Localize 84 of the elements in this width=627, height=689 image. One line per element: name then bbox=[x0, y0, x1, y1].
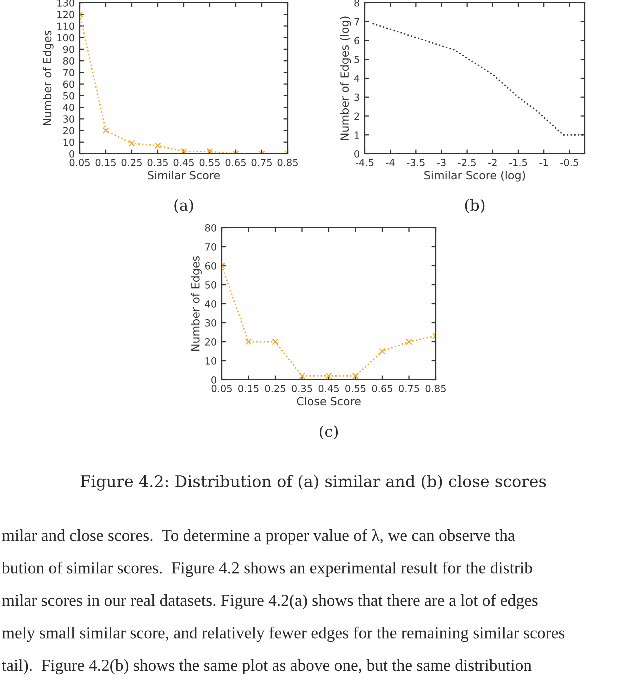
point bbox=[406, 338, 413, 346]
point bbox=[352, 372, 360, 380]
x-axis-title: Close Score bbox=[297, 397, 361, 406]
x-tick-label: -4.5 bbox=[356, 159, 374, 166]
y-tick-label: 20 bbox=[205, 338, 216, 346]
y-tick-label: 40 bbox=[205, 300, 216, 308]
y-tick-label: 50 bbox=[64, 92, 74, 100]
x-tick-label: -1.5 bbox=[509, 159, 528, 166]
x-tick-label: 0.05 bbox=[212, 385, 232, 392]
x-axis-title: Similar Score bbox=[148, 171, 220, 180]
y-axis-title: Number of Edges bbox=[43, 30, 54, 126]
y-tick-label: 30 bbox=[64, 116, 74, 123]
x-tick-label: 0.85 bbox=[426, 385, 446, 392]
x-tick-label: -2.5 bbox=[458, 159, 476, 166]
caption: Figure 4.2: Distribution of (a) similar and (b) close scores bbox=[80, 475, 546, 491]
x-tick-label: 0.35 bbox=[148, 159, 168, 166]
text: tail). Figure 4.2(b) shows the same plot as above one, but the same distribution bbox=[2, 659, 532, 675]
x-tick-label: 0.65 bbox=[372, 385, 392, 392]
point bbox=[272, 338, 279, 346]
y-tick-label: 90 bbox=[63, 46, 74, 54]
point bbox=[128, 140, 136, 147]
x-tick-label: -3 bbox=[437, 159, 446, 166]
text: (b) bbox=[465, 199, 485, 214]
text: (a) bbox=[174, 199, 194, 214]
point bbox=[298, 372, 306, 380]
x-tick-label: 0.45 bbox=[174, 159, 194, 166]
y-tick-label: 10 bbox=[64, 138, 74, 146]
y-tick-label: 7 bbox=[354, 18, 360, 26]
text: (c) bbox=[320, 426, 338, 440]
x-tick-label: 0.75 bbox=[399, 385, 420, 392]
point bbox=[206, 148, 214, 154]
x-tick-label: 0.85 bbox=[278, 159, 298, 166]
y-tick-label: 5 bbox=[354, 56, 360, 64]
x-tick-label: 0.55 bbox=[200, 159, 220, 166]
y-tick-label: 10 bbox=[206, 357, 216, 365]
y-tick-label: 3 bbox=[354, 94, 360, 102]
x-tick-label: -0.5 bbox=[560, 159, 578, 166]
x-tick-label: 0.25 bbox=[122, 159, 142, 166]
x-tick-label: 0.35 bbox=[292, 385, 312, 392]
text: bution of similar scores. Figure 4.2 shows an experimental result for the distrib bbox=[2, 562, 532, 578]
y-tick-label: 2 bbox=[354, 112, 360, 120]
x-tick-label: 0.25 bbox=[265, 385, 286, 392]
x-tick-label: -3.5 bbox=[407, 159, 425, 166]
y-tick-label: 0 bbox=[70, 150, 74, 158]
y-tick-label: 80 bbox=[205, 224, 216, 232]
x-axis-title: Similar Score (log) bbox=[424, 171, 526, 182]
x-tick-label: -4 bbox=[386, 159, 395, 166]
y-tick-label: 100 bbox=[58, 34, 74, 42]
y-tick-label: 30 bbox=[206, 319, 216, 327]
y-axis-title: Number of Edges bbox=[191, 256, 202, 351]
y-tick-label: 20 bbox=[63, 127, 74, 135]
y-tick-label: 110 bbox=[58, 22, 74, 30]
y-tick-label: 120 bbox=[58, 11, 74, 18]
text: milar and close scores. To determine a proper value of λ, we can observe tha bbox=[2, 529, 516, 545]
point bbox=[102, 127, 110, 134]
x-tick-label: 0.15 bbox=[96, 159, 116, 166]
y-tick-label: 6 bbox=[354, 37, 360, 45]
x-tick-label: 0.45 bbox=[318, 385, 339, 392]
point bbox=[180, 148, 188, 154]
x-tick-label: 0.65 bbox=[226, 159, 246, 166]
y-tick-label: 4 bbox=[354, 75, 360, 82]
x-tick-label: -2 bbox=[488, 159, 497, 166]
y-tick-label: 0 bbox=[354, 150, 360, 158]
text: milar scores in our real datasets. Figure 4.2(a) shows that there are a lot of edges bbox=[2, 594, 538, 610]
y-tick-label: 40 bbox=[63, 104, 74, 112]
x-tick-label: 0.55 bbox=[346, 385, 366, 392]
y-tick-label: 70 bbox=[64, 69, 74, 77]
y-tick-label: 50 bbox=[206, 281, 216, 289]
y-tick-label: 1 bbox=[355, 132, 360, 139]
point bbox=[379, 348, 386, 355]
point bbox=[245, 338, 252, 346]
y-tick-label: 80 bbox=[63, 58, 74, 65]
x-tick-label: 0.15 bbox=[238, 385, 259, 392]
y-tick-label: 60 bbox=[205, 262, 216, 270]
y-tick-label: 0 bbox=[212, 376, 216, 384]
x-tick-label: 0.75 bbox=[252, 159, 272, 166]
point bbox=[326, 372, 332, 380]
point bbox=[154, 142, 162, 150]
x-tick-label: -1 bbox=[540, 159, 548, 166]
y-axis-title: Number of Edges (log) bbox=[340, 16, 352, 140]
x-tick-label: 0.05 bbox=[70, 159, 90, 166]
y-tick-label: 60 bbox=[63, 80, 74, 88]
y-tick-label: 70 bbox=[206, 243, 216, 251]
text: mely small similar score, and relatively fewer edges for the remaining similar scores bbox=[2, 626, 565, 642]
